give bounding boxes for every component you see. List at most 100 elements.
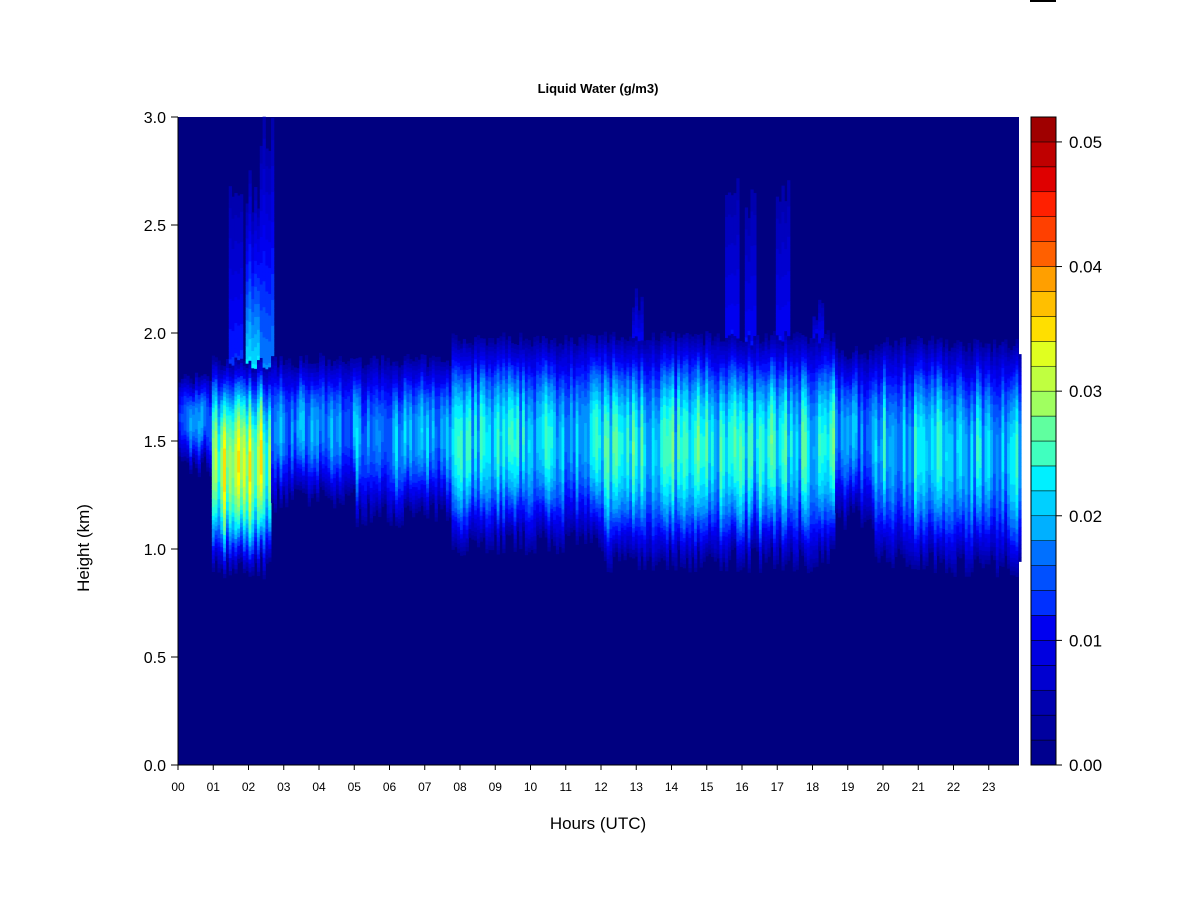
heatmap-cell <box>242 464 247 470</box>
heatmap-cell <box>271 468 275 473</box>
heatmap-cell <box>273 369 278 375</box>
heatmap-cell <box>505 465 509 470</box>
heatmap-cell <box>426 509 430 515</box>
heatmap-cell <box>417 398 421 404</box>
heatmap-cell <box>443 392 447 398</box>
heatmap-cell <box>454 434 458 440</box>
heatmap-cell <box>496 467 500 473</box>
heatmap-cell <box>197 429 201 434</box>
heatmap-cell <box>271 459 275 465</box>
heatmap-cell <box>296 463 300 468</box>
heatmap-cell <box>417 463 421 469</box>
heatmap-cell <box>397 367 402 373</box>
heatmap-cell <box>262 574 266 580</box>
heatmap-cell <box>451 368 455 373</box>
heatmap-cell <box>330 400 334 406</box>
heatmap-cell <box>445 438 450 444</box>
heatmap-cell <box>333 391 337 397</box>
heatmap-cell <box>403 403 407 409</box>
heatmap-cell <box>409 475 413 481</box>
heatmap-cell <box>192 444 196 450</box>
heatmap-cell <box>381 368 385 373</box>
heatmap-cell <box>460 408 464 414</box>
heatmap-cell <box>248 511 252 517</box>
heatmap-cell <box>214 473 218 479</box>
heatmap-cell <box>431 476 436 482</box>
heatmap-cell <box>254 549 258 555</box>
heatmap-cell <box>431 355 436 361</box>
heatmap-cell <box>293 462 297 468</box>
heatmap-cell <box>330 486 334 492</box>
heatmap-cell <box>350 371 354 377</box>
heatmap-cell <box>460 438 464 444</box>
heatmap-cell <box>330 370 334 375</box>
heatmap-cell <box>254 256 258 261</box>
heatmap-cell <box>276 449 280 455</box>
heatmap-cell <box>240 531 244 536</box>
heatmap-cell <box>217 464 221 469</box>
heatmap-cell <box>485 539 489 545</box>
heatmap-cell <box>265 545 269 551</box>
heatmap-cell <box>358 426 362 432</box>
heatmap-cell <box>355 496 359 502</box>
heatmap-cell <box>499 357 503 363</box>
heatmap-cell <box>364 516 368 522</box>
heatmap-cell <box>237 269 241 274</box>
heatmap-cell <box>237 463 241 469</box>
heatmap-cell <box>457 340 461 346</box>
heatmap-cell <box>310 441 314 447</box>
heatmap-cell <box>443 388 447 393</box>
heatmap-cell <box>254 320 258 326</box>
heatmap-cell <box>282 451 286 457</box>
heatmap-cell <box>302 419 306 424</box>
heatmap-cell <box>414 465 419 470</box>
heatmap-cell <box>254 212 258 218</box>
heatmap-cell <box>234 257 238 263</box>
heatmap-cell <box>287 380 292 385</box>
heatmap-cell <box>310 437 314 443</box>
heatmap-cell <box>460 443 464 448</box>
heatmap-cell <box>262 164 266 169</box>
heatmap-cell <box>409 419 413 425</box>
heatmap-cell <box>423 437 427 442</box>
heatmap-cell <box>254 264 258 270</box>
heatmap-cell <box>234 270 238 276</box>
heatmap-cell <box>240 366 244 372</box>
heatmap-cell <box>364 482 368 487</box>
heatmap-cell <box>256 420 261 425</box>
heatmap-cell <box>355 492 359 497</box>
heatmap-cell <box>468 511 472 517</box>
heatmap-cell <box>471 439 475 445</box>
heatmap-cell <box>220 542 224 548</box>
heatmap-cell <box>240 375 244 381</box>
heatmap-cell <box>386 491 390 497</box>
heatmap-cell <box>499 444 503 449</box>
heatmap-cell <box>248 429 252 435</box>
heatmap-cell <box>287 362 292 368</box>
heatmap-cell <box>482 407 486 413</box>
heatmap-cell <box>259 176 263 181</box>
heatmap-cell <box>228 458 232 464</box>
heatmap-cell <box>491 342 495 348</box>
heatmap-cell <box>296 454 300 460</box>
heatmap-cell <box>234 564 238 570</box>
heatmap-cell <box>400 447 404 452</box>
heatmap-cell <box>271 269 275 275</box>
heatmap-cell <box>479 420 483 426</box>
heatmap-cell <box>333 460 337 466</box>
heatmap-cell <box>482 424 486 430</box>
heatmap-cell <box>310 471 314 477</box>
heatmap-cell <box>389 395 393 401</box>
heatmap-cell <box>434 395 438 401</box>
heatmap-cell <box>386 409 390 415</box>
heatmap-cell <box>217 416 221 422</box>
heatmap-cell <box>414 486 419 492</box>
heatmap-cell <box>460 451 464 457</box>
heatmap-cell <box>287 470 292 476</box>
heatmap-cell <box>251 303 255 308</box>
heatmap-cell <box>262 466 266 472</box>
heatmap-cell <box>251 363 255 369</box>
heatmap-cell <box>197 442 201 447</box>
heatmap-cell <box>474 479 478 485</box>
heatmap-cell <box>262 527 266 532</box>
